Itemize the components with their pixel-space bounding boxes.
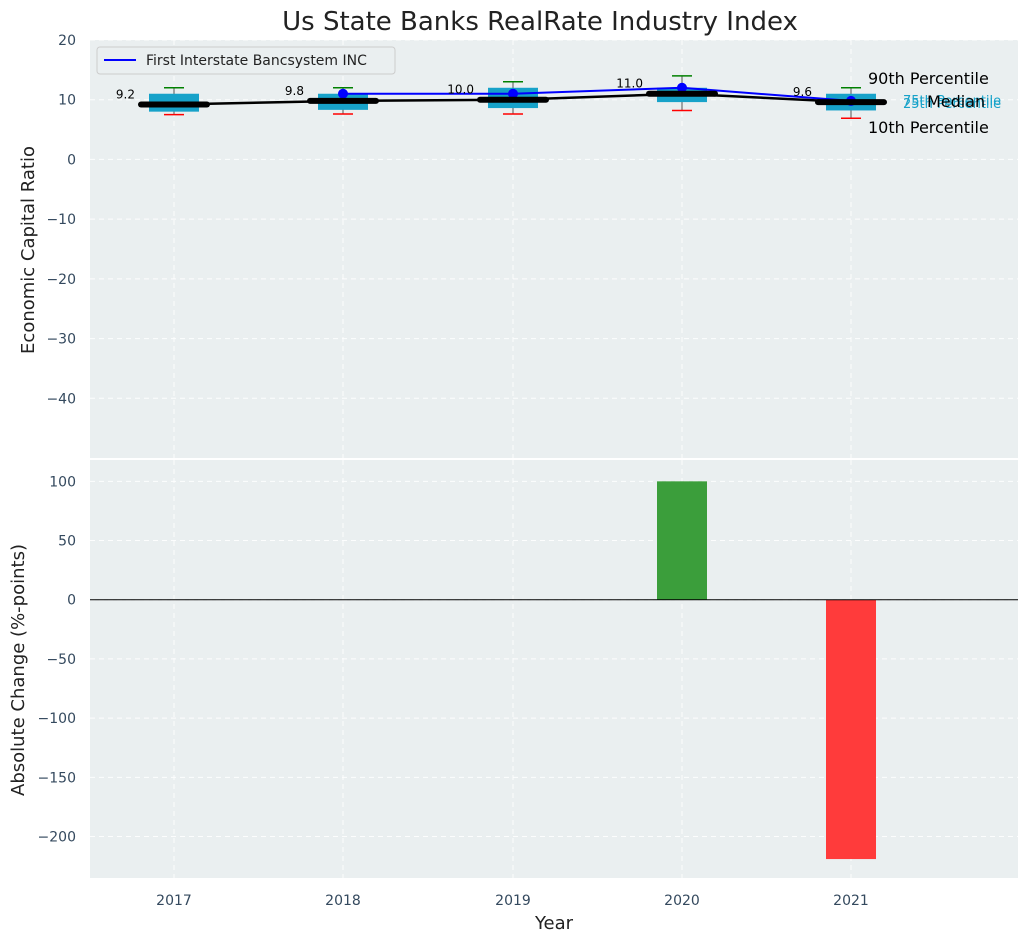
top-y-tick-label: −20 [46,272,76,288]
median-value-label: 10.0 [447,83,474,97]
chart-title: Us State Banks RealRate Industry Index [282,7,798,37]
top-y-tick-label: −30 [46,332,76,348]
median-value-label: 9.2 [116,87,135,101]
bottom-y-tick-label: 50 [58,534,76,550]
x-tick-label: 2020 [664,893,700,909]
series-point [338,88,348,99]
top-y-tick-label: 0 [67,152,76,168]
bottom-y-ticks: −200 −150 −100 −50 0 50 100 [38,474,76,845]
change-bars [657,481,876,860]
x-axis-label: Year [534,913,574,934]
annotation-q75: 75th Percentile [903,94,1001,109]
median-value-label: 9.6 [793,85,812,99]
top-y-tick-label: 20 [58,33,76,49]
annotation-p10: 10th Percentile [868,118,989,137]
top-y-axis-label: Economic Capital Ratio [18,146,39,354]
top-y-tick-label: 10 [58,93,76,109]
bottom-y-axis-label: Absolute Change (%-points) [8,544,29,796]
bottom-y-tick-label: −100 [38,711,76,727]
series-line [343,86,852,102]
bottom-y-tick-label: −50 [46,652,76,668]
top-y-tick-label: −10 [46,212,76,228]
x-tick-label: 2019 [495,893,531,909]
median-value-label: 9.8 [285,84,304,98]
top-y-ticks: −40 −30 −20 −10 0 10 20 [46,33,76,407]
median-labels: 9.2 9.8 10.0 11.0 9.6 [116,77,812,102]
x-tick-label: 2018 [325,893,361,909]
bottom-y-tick-label: 0 [67,593,76,609]
x-ticks: 2017 2018 2019 2020 2021 [156,893,869,909]
series-point [677,82,687,93]
bottom-y-tick-label: −200 [38,830,76,846]
legend: First Interstate Bancsystem INC [96,46,396,75]
change-bar [657,481,707,600]
median-line-group [138,90,887,108]
x-tick-label: 2021 [833,893,869,909]
bottom-y-tick-label: 100 [49,474,76,490]
legend-box [96,46,396,75]
annotation-median: Median [927,92,985,111]
bottom-y-tick-label: −150 [38,770,76,786]
change-bar [826,599,876,860]
x-tick-label: 2017 [156,893,192,909]
annotation-q25: 25th Percentile [903,97,1001,112]
median-value-label: 11.0 [616,77,643,91]
series-point [508,88,518,99]
legend-label: First Interstate Bancsystem INC [146,53,367,69]
top-y-tick-label: −40 [46,391,76,407]
top-gridlines [90,39,1018,458]
bottom-plot-area [90,460,1018,878]
annotation-p90: 90th Percentile [868,69,989,88]
